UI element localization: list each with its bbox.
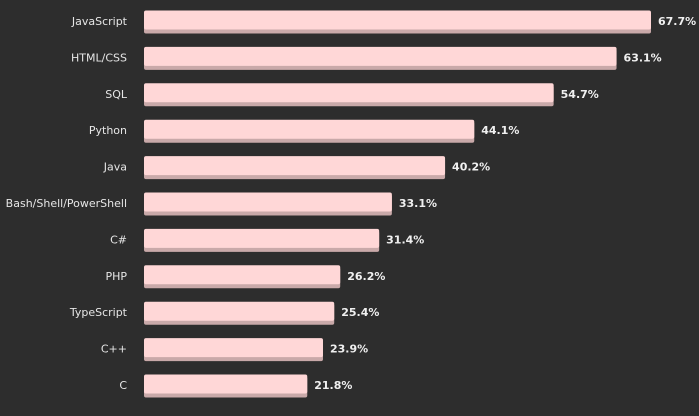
bar-group: C++ 23.9% <box>101 338 368 362</box>
bar-group: SQL 54.7% <box>105 83 599 107</box>
value-label: 23.9% <box>330 343 368 356</box>
bar <box>144 374 308 394</box>
bar <box>144 10 651 30</box>
value-label: 44.1% <box>481 124 519 137</box>
bar <box>144 119 475 139</box>
value-label: 40.2% <box>452 161 490 174</box>
bar <box>144 83 554 103</box>
value-label: 33.1% <box>399 197 437 210</box>
bar-group: C# 31.4% <box>110 228 424 252</box>
value-label: 26.2% <box>347 270 385 283</box>
bar-group: HTML/CSS 63.1% <box>71 46 662 70</box>
bar <box>144 338 323 358</box>
bar-group: PHP 26.2% <box>105 265 385 289</box>
value-label: 63.1% <box>624 51 662 64</box>
value-label: 67.7% <box>658 15 696 28</box>
bar <box>144 46 617 66</box>
category-label: PHP <box>105 270 127 283</box>
bars-layer: JavaScript 67.7% HTML/CSS 63.1% SQL 54.7% Pyth… <box>6 10 696 398</box>
category-label: SQL <box>105 88 128 101</box>
bar-group: Python 44.1% <box>89 119 519 143</box>
category-label: C <box>119 379 127 392</box>
value-label: 21.8% <box>314 379 352 392</box>
bar-group: C 21.8% <box>119 374 352 398</box>
value-label: 54.7% <box>561 88 599 101</box>
category-label: Bash/Shell/PowerShell <box>6 197 127 210</box>
bar <box>144 265 341 285</box>
value-label: 25.4% <box>341 306 379 319</box>
bar <box>144 156 446 176</box>
category-label: JavaScript <box>71 15 128 28</box>
category-label: HTML/CSS <box>71 51 127 64</box>
bar <box>144 192 392 212</box>
category-label: C++ <box>101 343 127 356</box>
category-label: TypeScript <box>69 306 128 319</box>
value-label: 31.4% <box>386 233 424 246</box>
bar-group: Bash/Shell/PowerShell 33.1% <box>6 192 437 216</box>
category-label: C# <box>110 233 127 246</box>
bar <box>144 301 335 321</box>
bar-group: Java 40.2% <box>103 156 490 180</box>
bar-group: JavaScript 67.7% <box>71 10 696 34</box>
category-label: Java <box>103 161 127 174</box>
bar-group: TypeScript 25.4% <box>69 301 379 325</box>
category-label: Python <box>89 124 127 137</box>
bar <box>144 228 380 248</box>
